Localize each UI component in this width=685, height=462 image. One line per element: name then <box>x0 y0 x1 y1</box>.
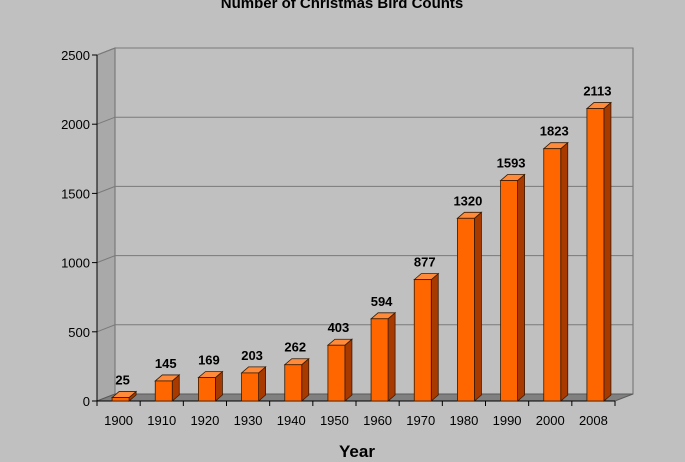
bar-1990 <box>499 173 526 402</box>
x-tick-label: 1920 <box>190 413 219 428</box>
y-tick-label: 1000 <box>61 256 90 271</box>
x-tick-label: 1960 <box>363 413 392 428</box>
bar-side <box>430 272 439 402</box>
bar-front <box>327 344 346 402</box>
x-tick-label: 1910 <box>147 413 176 428</box>
y-tick-label: 500 <box>68 325 90 340</box>
bar-front <box>500 180 518 402</box>
x-axis-label: Year <box>339 442 375 461</box>
bar-side <box>517 173 525 402</box>
bar-1930 <box>240 366 267 402</box>
bar-1960 <box>370 311 397 402</box>
data-label: 145 <box>155 356 177 371</box>
chart-title: Number of Christmas Bird Counts <box>221 0 464 12</box>
bar-side <box>474 211 482 402</box>
data-label: 2113 <box>583 84 611 99</box>
gridline <box>96 116 633 125</box>
x-tick-label: 2000 <box>536 413 565 428</box>
bar-side <box>387 311 396 402</box>
y-tick-label: 0 <box>83 394 90 409</box>
bar-side <box>301 357 310 402</box>
bar-side <box>560 141 569 402</box>
data-label: 25 <box>115 373 129 388</box>
bar-1970 <box>413 272 440 402</box>
bar-1940 <box>283 357 310 402</box>
x-tick-label: 1980 <box>449 413 478 428</box>
gridline <box>96 47 633 56</box>
x-tick-label: 1940 <box>277 413 306 428</box>
x-tick-label: 1950 <box>320 413 349 428</box>
x-tick-label: 1990 <box>493 413 522 428</box>
data-label: 262 <box>284 340 306 355</box>
bar-2000 <box>542 141 569 402</box>
data-label: 1320 <box>453 193 482 208</box>
bar-front <box>457 217 475 402</box>
bar-front <box>154 380 173 402</box>
y-tick-label: 2000 <box>61 117 90 132</box>
bar-1900 <box>111 390 138 402</box>
bar-1910 <box>154 374 181 402</box>
x-tick-label: 1930 <box>234 413 263 428</box>
bar-side <box>603 101 612 402</box>
data-label: 594 <box>371 294 393 309</box>
bar-front <box>198 377 216 402</box>
data-label: 1823 <box>540 124 569 139</box>
data-label: 203 <box>241 348 263 363</box>
data-label: 1593 <box>497 156 526 171</box>
bar-1980 <box>456 211 483 402</box>
bar-front <box>284 364 303 402</box>
x-tick-label: 2008 <box>579 413 608 428</box>
data-label: 169 <box>198 353 220 368</box>
bar-front <box>586 108 605 402</box>
data-label: 403 <box>328 320 350 335</box>
bar-1950 <box>326 338 353 402</box>
x-tick-label: 1900 <box>104 413 133 428</box>
x-tick-label: 1970 <box>406 413 435 428</box>
data-label: 877 <box>414 255 436 270</box>
plot-side-wall <box>96 47 116 402</box>
bar-front <box>241 372 259 402</box>
y-tick-label: 1500 <box>61 186 90 201</box>
bar-1920 <box>197 370 224 402</box>
bar-front <box>370 318 389 402</box>
bar-front <box>111 397 130 402</box>
gridline <box>96 185 633 194</box>
y-tick-label: 2500 <box>61 48 90 63</box>
bar-front <box>413 279 432 402</box>
bar-2008 <box>585 101 612 402</box>
bar-front <box>543 148 562 402</box>
bar-side <box>344 338 353 402</box>
